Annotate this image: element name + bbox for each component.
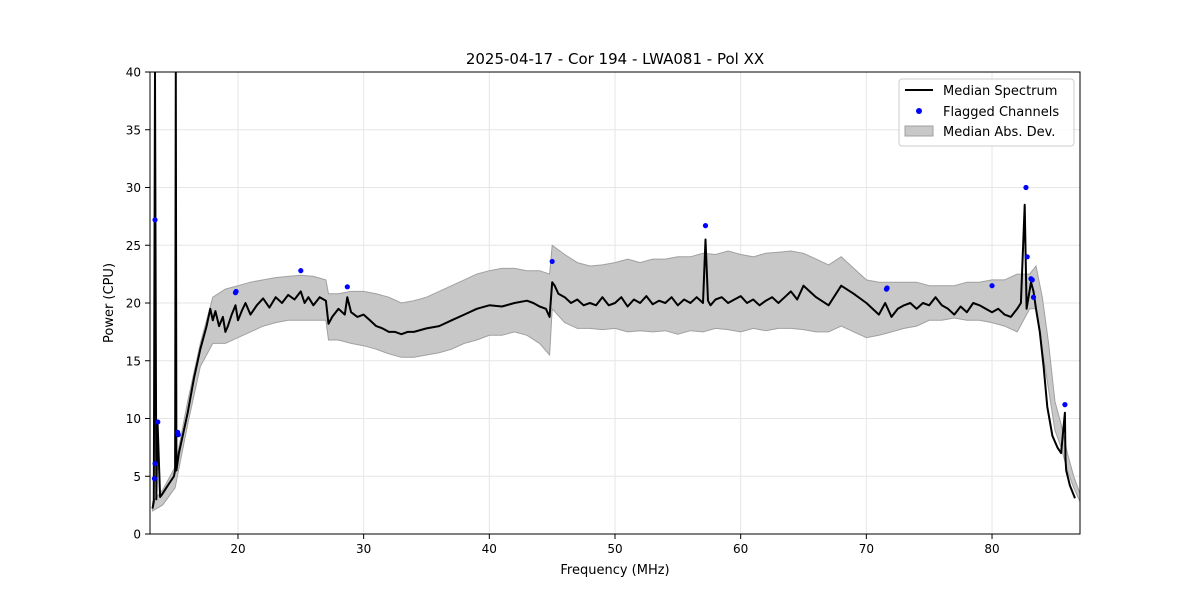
flagged-channel-point <box>298 268 304 274</box>
y-tick-label: 20 <box>126 297 141 311</box>
legend-flagged-swatch <box>916 108 922 114</box>
flagged-channel-point <box>175 432 181 438</box>
y-axis-label: Power (CPU) <box>102 263 117 343</box>
flagged-channel-point <box>884 285 890 291</box>
flagged-channel-point <box>233 288 239 295</box>
plot-series-group <box>151 72 1080 512</box>
flagged-channel-point <box>702 223 709 229</box>
x-axis-label: Frequency (MHz) <box>560 563 669 578</box>
flagged-channel-point <box>155 419 161 425</box>
legend-frame <box>898 78 1075 147</box>
y-tick-label: 35 <box>126 123 141 137</box>
flagged-channel-point <box>1024 254 1030 260</box>
y-tick-label: 10 <box>126 412 141 426</box>
flagged-channel-point <box>151 475 157 482</box>
legend-mad-swatch <box>904 125 934 137</box>
y-tick-label: 15 <box>126 354 141 368</box>
flagged-channel-point <box>549 258 555 265</box>
flagged-channel-point <box>989 283 995 289</box>
flagged-channel-point <box>152 460 158 467</box>
flagged-channel-point <box>344 284 350 290</box>
legend: Median Spectrum Flagged Channels Median … <box>898 78 1075 147</box>
legend-flagged-label: Flagged Channels <box>943 105 1059 120</box>
y-tick-label: 25 <box>126 239 141 253</box>
x-tick-label: 60 <box>733 542 748 556</box>
y-tick-label: 5 <box>133 470 141 484</box>
x-tick-label: 20 <box>230 542 245 556</box>
flagged-channel-point <box>152 217 158 223</box>
legend-mad-label: Median Abs. Dev. <box>943 125 1055 140</box>
flagged-channel-point <box>1029 277 1035 283</box>
y-tick-label: 30 <box>126 181 141 195</box>
flagged-channel-point <box>1023 184 1029 191</box>
x-tick-label: 40 <box>482 542 497 556</box>
y-tick-label: 0 <box>133 528 141 542</box>
plot-area <box>151 72 1080 512</box>
flagged-channel-point <box>1030 294 1037 300</box>
y-tick-label: 40 <box>126 66 141 80</box>
x-tick-label: 70 <box>859 542 874 556</box>
median-spectrum-line <box>151 72 1076 509</box>
axes: 20 30 40 50 60 70 80 0 5 10 15 20 25 30 35 40 <box>126 66 1081 556</box>
flagged-channel-point <box>1062 402 1068 408</box>
x-tick-label: 50 <box>607 542 622 556</box>
median-abs-dev-band <box>152 244 1080 512</box>
legend-median-label: Median Spectrum <box>943 84 1057 99</box>
x-tick-label: 30 <box>356 542 371 556</box>
x-tick-label: 80 <box>984 542 999 556</box>
chart-title: 2025-04-17 - Cor 194 - LWA081 - Pol XX <box>466 50 764 68</box>
